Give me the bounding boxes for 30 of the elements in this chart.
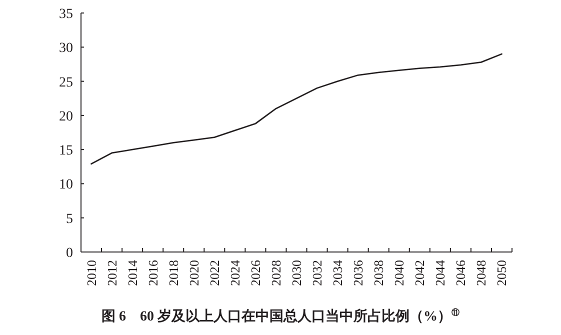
y-tick-label: 15 [59,144,73,159]
x-tick-label: 2036 [350,260,366,286]
y-tick-label: 5 [66,212,73,227]
x-tick-label: 2046 [453,260,468,286]
y-tick-label: 10 [59,178,73,193]
y-tick-label: 25 [59,75,73,90]
x-tick-label: 2040 [392,260,407,286]
x-tick-label: 2022 [206,260,222,286]
x-tick-label: 2012 [104,260,120,286]
x-tick-label: 2024 [227,260,242,286]
x-tick-label: 2028 [268,260,284,286]
x-tick-label: 2044 [432,260,448,286]
x-tick-label: 2014 [124,260,140,286]
title: 图 6 60 岁及以上人口在中国总人口当中所占比例（%）$^{⑪}$ [100,307,460,326]
y-tick-label: 35 [59,7,73,22]
x-tick-label: 2038 [371,260,386,286]
y-tick-label: 20 [59,109,73,124]
x-tick-label: 2034 [330,260,346,286]
x-tick-label: 2030 [289,260,304,286]
x-tick-label: 2010 [84,260,99,286]
y-tick-label: 0 [66,246,73,261]
x-tick-label: 2026 [248,260,263,286]
x-tick-label: 2018 [166,260,181,286]
x-tick-label: 2020 [186,260,202,286]
x-tick-label: 2016 [145,260,160,286]
x-tick-label: 2032 [310,260,325,286]
y-tick-label: 30 [59,41,73,56]
x-tick-label: 2048 [474,260,489,286]
x-tick-label: 2050 [494,260,510,286]
x-tick-label: 2042 [412,260,428,286]
